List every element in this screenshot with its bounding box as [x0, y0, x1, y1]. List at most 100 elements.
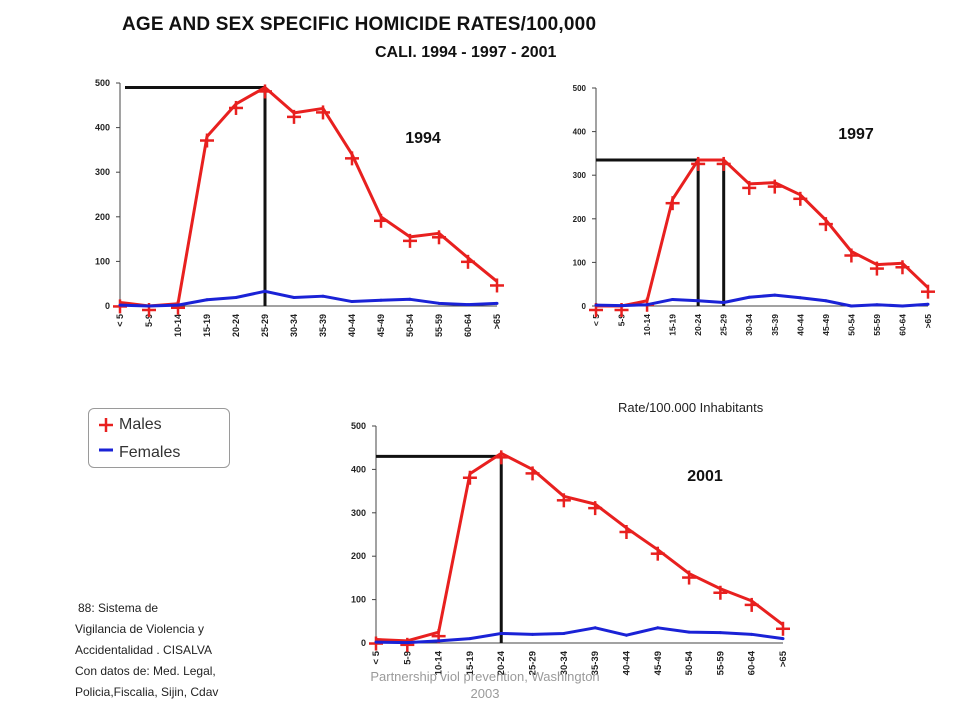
females-data-point	[594, 303, 598, 307]
x-tick-label: 15-19	[202, 314, 212, 337]
y-tick-label: 400	[573, 128, 587, 137]
males-data-point	[665, 196, 680, 211]
x-tick-label: 40-44	[621, 650, 632, 675]
y-tick-label: 0	[361, 638, 366, 648]
males-data-point	[258, 84, 272, 99]
females-data-point	[118, 303, 122, 307]
males-data-point	[818, 217, 833, 232]
males-data-point	[713, 585, 728, 600]
females-data-point	[773, 293, 777, 297]
x-tick-label: < 5	[115, 314, 125, 327]
footer-line: Partnership viol prevention, Washington	[370, 669, 600, 684]
y-tick-label: 400	[351, 464, 366, 474]
males-data-point	[895, 260, 910, 275]
males-data-point	[742, 180, 757, 195]
males-data-point	[556, 493, 571, 508]
x-tick-label: 55-59	[872, 314, 882, 336]
males-data-point	[767, 179, 782, 194]
page-subtitle: CALI. 1994 - 1997 - 2001	[375, 44, 557, 61]
females-data-point	[292, 296, 296, 300]
y-tick-label: 0	[105, 301, 110, 311]
females-data-point	[466, 303, 470, 307]
legend-males-label: Males	[119, 416, 162, 433]
x-tick-label: 5-9	[402, 651, 413, 665]
males-data-point	[588, 501, 603, 516]
x-tick-label: 60-64	[463, 314, 473, 337]
x-tick-label: 40-44	[347, 314, 357, 337]
females-data-point	[750, 632, 754, 636]
x-tick-label: 40-44	[795, 314, 805, 336]
males-series-line	[375, 451, 784, 643]
x-tick-label: >65	[492, 314, 502, 329]
females-data-point	[798, 296, 802, 300]
females-data-point	[645, 303, 649, 307]
x-tick-label: 35-39	[770, 314, 780, 336]
x-tick-label: >65	[923, 314, 933, 329]
males-data-point	[682, 570, 697, 585]
x-tick-label: 5-9	[617, 314, 627, 327]
x-tick-label: 5-9	[144, 314, 154, 327]
females-data-point	[824, 299, 828, 303]
females-data-point	[437, 639, 441, 643]
females-data-point	[499, 631, 503, 635]
females-data-point	[531, 632, 535, 636]
males-data-point	[229, 100, 243, 115]
year-label: 2001	[687, 468, 723, 485]
rate-label: Rate/100.000 Inhabitants	[618, 400, 764, 415]
x-tick-label: 60-64	[897, 314, 907, 336]
chart-2001: 0 100 200 300 400 500 < 5 5-9 10-14 15-19 20-24 25-…	[351, 421, 790, 675]
year-label: 1994	[405, 130, 441, 147]
females-data-point	[147, 304, 151, 308]
y-tick-label: 300	[95, 167, 110, 177]
males-data-point	[432, 230, 446, 245]
females-data-point	[747, 295, 751, 299]
males-data-point	[374, 213, 388, 228]
legend-item-males: Males	[97, 413, 162, 437]
y-tick-label: 100	[351, 595, 366, 605]
y-tick-label: 500	[573, 84, 587, 93]
x-tick-label: 25-29	[719, 314, 729, 336]
y-tick-label: 200	[351, 551, 366, 561]
males-data-point	[691, 156, 706, 171]
x-tick-label: 20-24	[231, 314, 241, 337]
y-tick-label: 100	[95, 256, 110, 266]
x-tick-label: 20-24	[693, 314, 703, 336]
x-tick-label: 25-29	[528, 651, 539, 675]
x-tick-label: 15-19	[465, 651, 476, 675]
x-tick-label: 45-49	[821, 314, 831, 336]
y-tick-label: 200	[95, 212, 110, 222]
y-tick-label: 500	[95, 78, 110, 88]
males-data-point	[200, 133, 214, 148]
males-data-point	[287, 109, 301, 124]
males-data-point	[619, 524, 634, 539]
x-tick-label: 60-64	[747, 650, 758, 675]
source-note: 88: Sistema de Vigilancia de Violencia y…	[75, 598, 265, 703]
females-data-point	[495, 301, 499, 305]
females-data-point	[620, 304, 624, 308]
females-data-point	[321, 294, 325, 298]
y-tick-label: 100	[573, 258, 587, 267]
males-data-point	[171, 300, 185, 315]
footer-watermark: Partnership viol prevention, Washington …	[340, 668, 630, 702]
males-data-point	[525, 466, 540, 481]
males-data-point	[403, 233, 417, 248]
females-series-line	[595, 293, 929, 308]
females-data-point	[687, 630, 691, 634]
females-data-point	[671, 297, 675, 301]
females-data-point	[205, 298, 209, 302]
males-data-point	[844, 248, 859, 263]
x-tick-label: 55-59	[715, 651, 726, 675]
source-line: Policia,Fiscalia, Sijin, Cdav	[75, 685, 219, 699]
x-tick-label: 35-39	[318, 314, 328, 337]
males-data-point	[716, 156, 731, 171]
females-data-point	[379, 298, 383, 302]
females-data-point	[408, 297, 412, 301]
males-data-point	[461, 254, 475, 269]
x-tick-label: 10-14	[434, 650, 445, 675]
source-line: 88: Sistema de	[78, 601, 159, 615]
females-data-point	[176, 303, 180, 307]
y-tick-label: 300	[573, 171, 587, 180]
males-data-point	[869, 261, 884, 276]
legend-females-label: Females	[119, 444, 181, 461]
y-tick-label: 0	[582, 302, 587, 311]
